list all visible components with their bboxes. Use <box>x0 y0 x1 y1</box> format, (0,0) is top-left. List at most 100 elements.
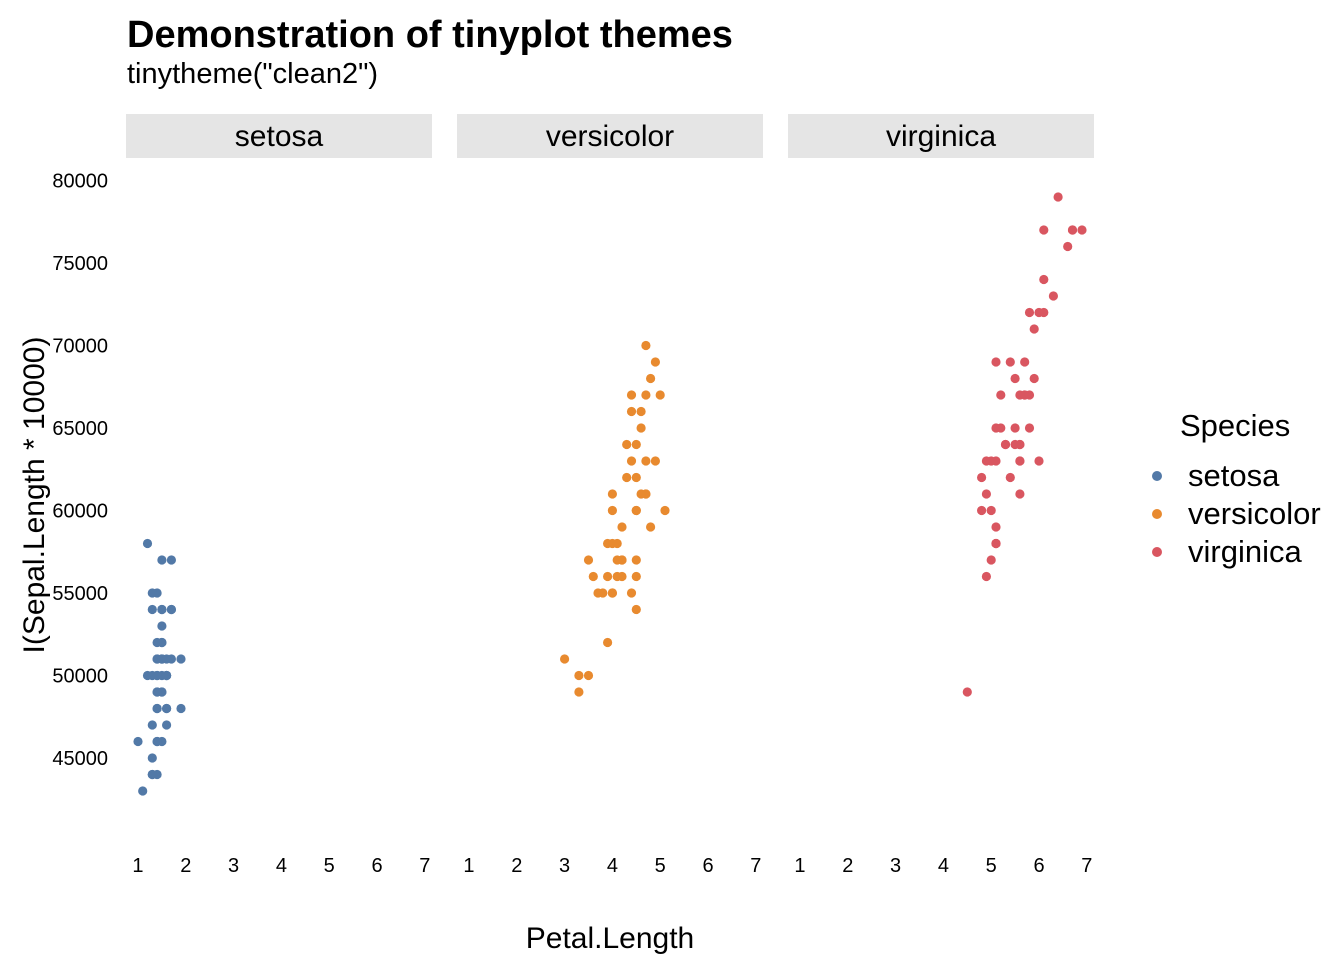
x-tick-label: 1 <box>132 855 143 877</box>
point-virginica <box>1077 225 1087 235</box>
point-versicolor <box>574 670 584 681</box>
point-versicolor <box>646 522 656 532</box>
point-virginica <box>986 555 996 565</box>
point-versicolor <box>583 555 594 565</box>
x-axes: 1 2 3 4 5 6 7 1 2 3 4 5 6 7 1 2 3 4 5 6 7 <box>132 855 1092 877</box>
point-setosa <box>157 604 167 615</box>
point-versicolor <box>655 390 665 400</box>
legend-item-setosa: setosa <box>1152 458 1279 494</box>
point-versicolor <box>603 637 613 648</box>
point-setosa <box>157 555 167 565</box>
data-points <box>133 192 1087 796</box>
point-virginica <box>981 489 992 499</box>
point-setosa <box>166 604 176 615</box>
chart-subtitle: tinytheme("clean2") <box>127 58 379 90</box>
point-virginica <box>981 571 992 582</box>
x-tick-label: 6 <box>371 855 382 877</box>
point-virginica <box>1039 225 1049 235</box>
y-tick-label: 60000 <box>52 501 108 523</box>
point-virginica <box>1000 439 1011 450</box>
point-setosa <box>147 753 157 763</box>
y-tick-label: 75000 <box>52 253 108 275</box>
x-tick-label: 7 <box>419 855 430 877</box>
point-setosa <box>147 588 157 598</box>
point-setosa <box>133 736 143 747</box>
point-setosa <box>176 654 186 664</box>
x-axis-label: Petal.Length <box>526 922 694 955</box>
facet-label-setosa: setosa <box>235 120 324 153</box>
legend-swatch <box>1152 547 1162 557</box>
point-versicolor <box>631 439 641 450</box>
point-setosa <box>147 769 157 780</box>
point-versicolor <box>607 538 618 549</box>
x-tick-label: 3 <box>890 855 901 877</box>
point-virginica <box>1020 390 1030 400</box>
point-virginica <box>1005 472 1015 483</box>
point-virginica <box>1010 373 1020 384</box>
point-virginica <box>962 687 972 697</box>
x-tick-label: 3 <box>559 855 570 877</box>
chart-title: Demonstration of tinyplot themes <box>127 14 733 56</box>
x-tick-label: 5 <box>655 855 666 877</box>
point-virginica <box>1034 456 1044 466</box>
point-versicolor <box>622 439 632 450</box>
point-virginica <box>1029 373 1039 384</box>
point-virginica <box>1005 357 1015 367</box>
point-versicolor <box>631 555 641 565</box>
point-versicolor <box>631 604 641 615</box>
x-tick-label: 1 <box>794 855 805 877</box>
x-tick-label: 4 <box>607 855 618 877</box>
point-virginica <box>996 423 1006 433</box>
point-versicolor <box>622 472 632 483</box>
facet-strips: setosa versicolor virginica <box>126 114 1094 158</box>
point-setosa <box>152 736 162 747</box>
point-setosa <box>142 538 153 549</box>
point-versicolor <box>626 588 637 598</box>
facet-strip-versicolor <box>457 114 763 158</box>
y-tick-label: 70000 <box>52 336 108 358</box>
x-tick-label: 2 <box>842 855 853 877</box>
point-virginica <box>1067 225 1078 235</box>
point-virginica <box>996 390 1006 400</box>
point-virginica <box>1015 489 1025 499</box>
facet-label-versicolor: versicolor <box>546 120 674 153</box>
y-tick-label: 65000 <box>52 418 108 440</box>
point-versicolor <box>607 588 618 598</box>
facet-strip-virginica <box>788 114 1094 158</box>
point-virginica <box>977 505 987 516</box>
y-tick-label: 55000 <box>52 583 108 605</box>
y-tick-label: 80000 <box>52 171 108 193</box>
point-versicolor <box>607 505 618 516</box>
x-tick-label: 6 <box>1033 855 1044 877</box>
point-versicolor <box>650 456 661 466</box>
point-versicolor <box>650 357 661 367</box>
point-virginica <box>1010 439 1020 450</box>
point-versicolor <box>626 390 637 400</box>
x-tick-label: 4 <box>938 855 949 877</box>
y-tick-label: 45000 <box>52 748 108 770</box>
point-virginica <box>991 522 1001 532</box>
point-versicolor <box>583 670 594 681</box>
point-virginica <box>1039 274 1049 285</box>
point-virginica <box>986 505 996 516</box>
x-tick-label: 6 <box>702 855 713 877</box>
point-versicolor <box>612 555 622 565</box>
point-virginica <box>1048 291 1058 301</box>
point-setosa <box>162 703 172 714</box>
point-versicolor <box>588 571 598 582</box>
point-virginica <box>986 456 996 466</box>
y-tick-label: 50000 <box>52 666 108 688</box>
point-setosa <box>152 703 162 714</box>
point-versicolor <box>631 571 641 582</box>
point-virginica <box>991 538 1001 549</box>
point-setosa <box>162 654 172 664</box>
x-tick-label: 1 <box>463 855 474 877</box>
legend-item-versicolor: versicolor <box>1152 496 1321 532</box>
point-virginica <box>1020 357 1030 367</box>
point-setosa <box>157 637 167 648</box>
point-virginica <box>991 357 1001 367</box>
point-setosa <box>157 621 167 631</box>
point-setosa <box>162 670 172 681</box>
legend-title: Species <box>1180 408 1291 443</box>
legend-label: versicolor <box>1188 496 1321 531</box>
